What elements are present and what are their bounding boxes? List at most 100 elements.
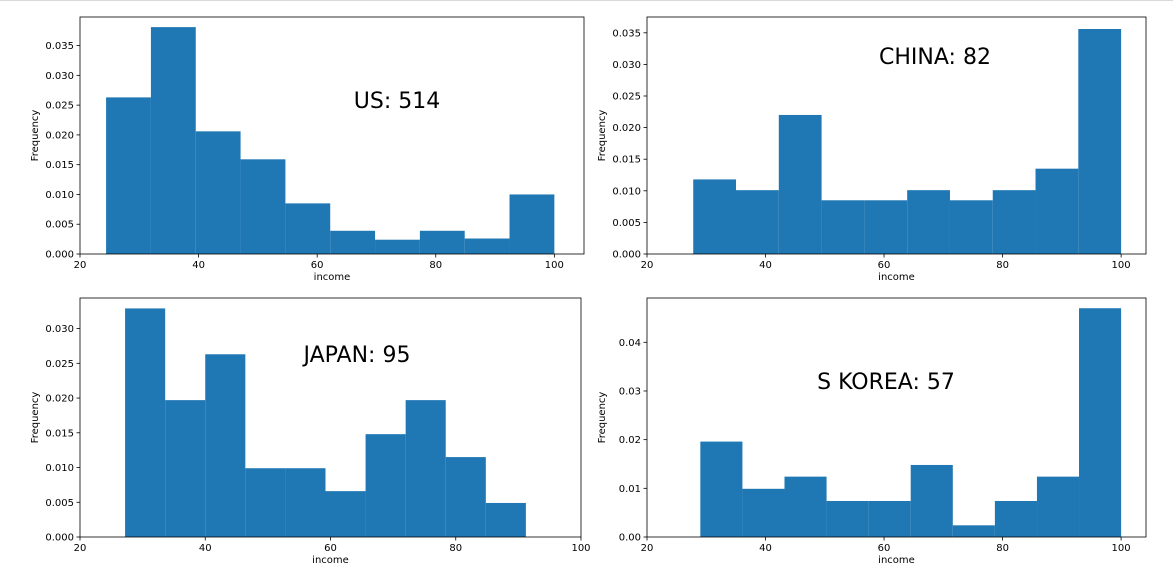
axes-frame: [646, 16, 1147, 255]
histogram-bar: [464, 238, 510, 254]
histogram-bar: [1036, 476, 1080, 537]
histogram-bar: [165, 400, 206, 537]
histogram-bar: [125, 308, 166, 537]
histogram-bar: [240, 159, 286, 254]
x-tick-label: 80: [429, 260, 442, 271]
x-tick-label: 20: [641, 260, 654, 271]
x-tick-label: 40: [759, 543, 772, 554]
histogram-japan: 20 40 60 80 100 0.000 0.005 0.010 0.015 0.020 0.02…: [30, 297, 591, 566]
y-tick-label: 0.015: [612, 155, 641, 166]
histogram-bar: [700, 441, 743, 537]
count-annotation: S KOREA: 57: [817, 370, 955, 395]
y-tick-label: 0.030: [612, 60, 641, 71]
histogram-bar: [445, 457, 486, 537]
histogram-bar: [949, 200, 993, 254]
x-tick-label: 100: [1112, 543, 1131, 554]
histogram-bar: [325, 491, 366, 537]
x-tick-label: 100: [571, 543, 590, 554]
x-tick-label: 60: [878, 543, 891, 554]
x-tick-label: 60: [324, 543, 337, 554]
y-tick-label: 0.030: [45, 71, 74, 82]
y-tick-label: 0.005: [45, 220, 74, 231]
y-tick-label: 0.015: [45, 428, 74, 439]
histogram-bar: [1078, 29, 1122, 255]
y-axis-label: Frequency: [30, 110, 41, 162]
histogram-bar: [868, 500, 911, 537]
y-tick-label: 0.025: [45, 359, 74, 370]
histogram-bar: [784, 476, 827, 537]
x-tick-label: 40: [192, 260, 205, 271]
histogram-bar: [1079, 308, 1122, 537]
y-tick-label: 0.020: [45, 130, 74, 141]
x-tick-label: 20: [74, 260, 87, 271]
x-axis-label: income: [314, 272, 351, 283]
histogram-bar: [693, 179, 737, 254]
x-tick-label: 60: [878, 260, 891, 271]
histogram-china: 20 40 60 80 100 0.000 0.005 0.010 0.015 0.020 0.02…: [597, 16, 1147, 283]
histogram-us: 20 40 60 80 100 0.000 0.005 0.010 0.015 0.020 0.02…: [30, 16, 585, 283]
histogram-bar: [419, 230, 465, 254]
x-tick-label: 80: [449, 543, 462, 554]
top-divider: [0, 0, 1173, 1]
histogram-bar: [742, 488, 785, 537]
histogram-bar: [864, 200, 908, 254]
x-tick-label: 80: [996, 543, 1009, 554]
y-tick-label: 0.010: [45, 190, 74, 201]
x-tick-label: 20: [641, 543, 654, 554]
x-axis-label: income: [312, 555, 349, 566]
y-tick-label: 0.005: [612, 218, 641, 229]
histogram-bar: [821, 200, 865, 254]
histogram-bar: [485, 502, 526, 537]
histogram-bar: [330, 230, 376, 254]
axes-frame: [79, 16, 585, 255]
x-tick-label: 100: [545, 260, 564, 271]
y-tick-label: 0.025: [612, 92, 641, 103]
y-tick-label: 0.02: [619, 435, 641, 446]
histogram-bar: [106, 97, 151, 254]
y-tick-label: 0.000: [45, 533, 74, 544]
y-axis-label: Frequency: [597, 392, 608, 444]
histogram-s-korea: 20 40 60 80 100 0.00 0.01 0.02 0.03 0.04 income Fre…: [597, 297, 1147, 566]
y-tick-label: 0.00: [619, 533, 641, 544]
histogram-bar: [907, 190, 950, 254]
x-tick-label: 40: [759, 260, 772, 271]
y-tick-label: 0.010: [45, 463, 74, 474]
x-tick-label: 40: [199, 543, 212, 554]
histogram-bar: [150, 27, 196, 255]
x-tick-label: 100: [1112, 260, 1131, 271]
x-axis-label: income: [878, 555, 915, 566]
y-tick-label: 0.005: [45, 498, 74, 509]
y-tick-label: 0.01: [619, 484, 641, 495]
histogram-bar: [952, 525, 995, 537]
y-tick-label: 0.035: [612, 28, 641, 39]
histogram-bar: [405, 400, 446, 537]
histogram-bar: [736, 190, 779, 254]
histogram-bar: [365, 434, 406, 537]
histogram-bar: [910, 464, 953, 537]
y-tick-label: 0.000: [45, 250, 74, 261]
histogram-bar: [205, 354, 246, 537]
histogram-bar: [285, 468, 326, 537]
histogram-bar: [245, 468, 286, 537]
y-tick-label: 0.020: [45, 394, 74, 405]
histogram-bar: [826, 500, 869, 537]
y-tick-label: 0.000: [612, 250, 641, 261]
histogram-bar: [992, 190, 1036, 254]
y-axis-label: Frequency: [597, 110, 608, 162]
x-tick-label: 20: [74, 543, 87, 554]
histogram-bar: [778, 114, 822, 255]
count-annotation: US: 514: [354, 89, 440, 114]
histogram-bar: [375, 239, 420, 254]
x-axis-label: income: [878, 272, 915, 283]
y-tick-label: 0.020: [612, 123, 641, 134]
axes-frame: [646, 297, 1147, 538]
y-tick-label: 0.03: [619, 386, 641, 397]
histogram-bar: [509, 194, 555, 254]
count-annotation: JAPAN: 95: [302, 343, 411, 368]
y-tick-label: 0.025: [45, 101, 74, 112]
histogram-bar: [285, 203, 331, 254]
y-tick-label: 0.04: [619, 338, 641, 349]
y-tick-label: 0.035: [45, 41, 74, 52]
x-tick-label: 60: [311, 260, 324, 271]
